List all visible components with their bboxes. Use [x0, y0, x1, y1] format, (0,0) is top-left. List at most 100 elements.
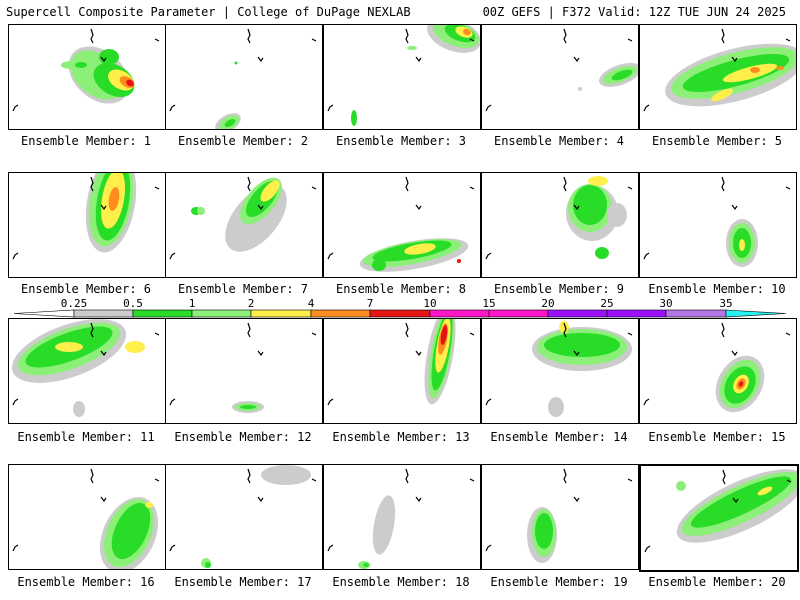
- ensemble-map-11[interactable]: [8, 318, 166, 424]
- coastline: [311, 478, 317, 482]
- coastline: [485, 398, 492, 406]
- coastline: [100, 56, 107, 63]
- coastline: [721, 176, 725, 192]
- scp-contour: [573, 185, 607, 225]
- ensemble-map-19[interactable]: [481, 464, 639, 570]
- scp-contour: [588, 176, 608, 186]
- scp-contour: [224, 119, 236, 127]
- ensemble-map-13[interactable]: [323, 318, 481, 424]
- map-field: [327, 176, 475, 272]
- ensemble-map-10[interactable]: [639, 172, 797, 278]
- scp-contour: [61, 61, 81, 69]
- coastline: [327, 252, 334, 260]
- coastline: [785, 38, 791, 42]
- legend-tick-label: 25: [600, 297, 613, 310]
- scp-contour: [757, 486, 773, 496]
- coastline: [169, 252, 176, 260]
- coastline: [644, 545, 651, 553]
- ensemble-map-18[interactable]: [323, 464, 481, 570]
- ensemble-member-label: Ensemble Member: 20: [648, 575, 786, 589]
- scp-contour: [544, 333, 620, 357]
- coastline: [154, 332, 160, 336]
- scp-contour: [750, 67, 760, 73]
- ensemble-member-label: Ensemble Member: 11: [17, 430, 155, 444]
- coastline: [563, 176, 567, 192]
- coastline: [100, 496, 107, 503]
- ensemble-map-14[interactable]: [481, 318, 639, 424]
- ensemble-map-6[interactable]: [8, 172, 166, 278]
- coastline: [563, 322, 567, 338]
- scp-contour: [440, 325, 448, 345]
- legend-segment: [725, 309, 787, 318]
- scp-contour: [363, 563, 369, 567]
- coastline: [257, 496, 264, 503]
- coastline: [247, 468, 251, 484]
- ensemble-member-label: Ensemble Member: 17: [174, 575, 312, 589]
- scp-contour: [243, 225, 259, 245]
- map-field: [169, 28, 317, 129]
- scp-contour: [457, 259, 461, 263]
- legend-segment: [191, 309, 252, 318]
- ensemble-map-17[interactable]: [165, 464, 323, 570]
- ensemble-member-label: Ensemble Member: 2: [177, 134, 309, 148]
- ensemble-map-20[interactable]: [639, 464, 799, 572]
- legend-tick-label: 10: [423, 297, 436, 310]
- ensemble-map-1[interactable]: [8, 24, 166, 130]
- coastline: [169, 398, 176, 406]
- coastline: [415, 204, 422, 211]
- coastline: [469, 38, 475, 42]
- legend-segment: [429, 309, 490, 318]
- coastline: [485, 104, 492, 112]
- scp-contour: [234, 61, 238, 65]
- ensemble-map-16[interactable]: [8, 464, 166, 570]
- scp-contour: [108, 187, 120, 211]
- ensemble-map-8[interactable]: [323, 172, 481, 278]
- chart-title: Supercell Composite Parameter | College …: [6, 5, 411, 19]
- legend-tick-label: 30: [659, 297, 672, 310]
- coastline: [722, 469, 726, 485]
- ensemble-map-9[interactable]: [481, 172, 639, 278]
- scp-contour: [351, 110, 357, 126]
- coastline: [469, 186, 475, 190]
- coastline: [415, 496, 422, 503]
- ensemble-member-label: Ensemble Member: 1: [20, 134, 152, 148]
- ensemble-member-label: Ensemble Member: 7: [177, 282, 309, 296]
- legend-tick-label: 35: [719, 297, 732, 310]
- scp-contour: [404, 243, 436, 255]
- coastline: [327, 544, 334, 552]
- coastline: [485, 544, 492, 552]
- map-field: [643, 176, 791, 267]
- coastline: [90, 28, 94, 44]
- coastline: [563, 468, 567, 484]
- coastline: [169, 104, 176, 112]
- color-legend-bar: 0.25 0.5 1 2 4 7 10 15 20 25 30 35: [13, 297, 787, 318]
- map-field: [12, 28, 160, 112]
- coastline: [257, 350, 264, 357]
- ensemble-map-4[interactable]: [481, 24, 639, 130]
- ensemble-map-7[interactable]: [165, 172, 323, 278]
- coastline: [247, 28, 251, 44]
- ensemble-member-label: Ensemble Member: 16: [17, 575, 155, 589]
- coastline: [643, 398, 650, 406]
- map-field: [485, 321, 633, 417]
- scp-contour: [55, 342, 83, 352]
- map-field: [643, 322, 791, 413]
- coastline: [627, 332, 633, 336]
- coastline: [311, 332, 317, 336]
- ensemble-member-label: Ensemble Member: 6: [20, 282, 152, 296]
- ensemble-member-label: Ensemble Member: 14: [490, 430, 628, 444]
- scp-contour: [407, 46, 417, 50]
- ensemble-member-label: Ensemble Member: 19: [490, 575, 628, 589]
- ensemble-map-2[interactable]: [165, 24, 323, 130]
- ensemble-map-5[interactable]: [639, 24, 797, 130]
- ensemble-map-3[interactable]: [323, 24, 481, 130]
- coastline: [311, 38, 317, 42]
- legend-segment: [665, 309, 727, 318]
- coastline: [573, 204, 580, 211]
- map-field: [327, 319, 475, 406]
- scp-contour: [710, 88, 734, 102]
- ensemble-member-label: Ensemble Member: 3: [335, 134, 467, 148]
- ensemble-map-12[interactable]: [165, 318, 323, 424]
- ensemble-map-15[interactable]: [639, 318, 797, 424]
- legend-tick-label: 7: [367, 297, 374, 310]
